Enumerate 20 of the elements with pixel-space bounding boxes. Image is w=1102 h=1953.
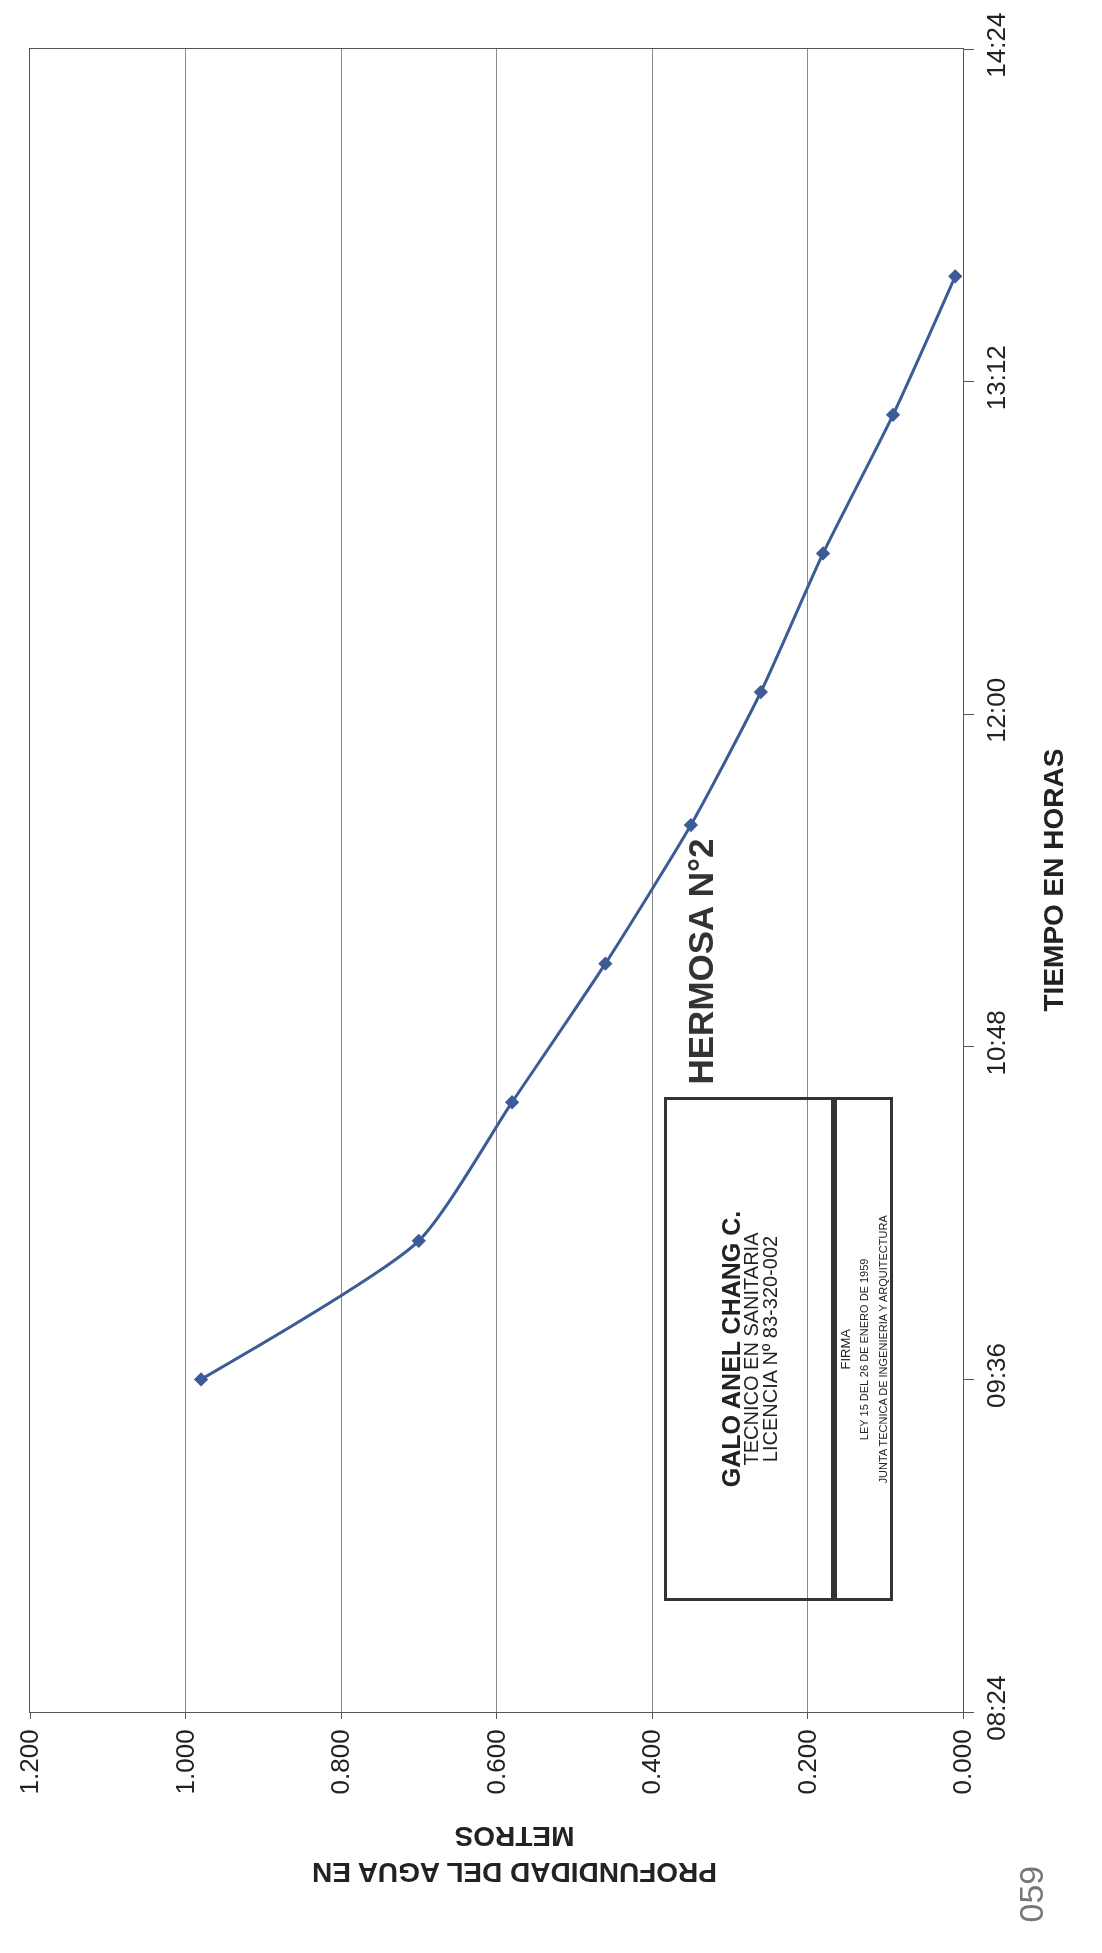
- x-tick-label: 0.000: [947, 1729, 978, 1795]
- y-tick-label: 10:48: [981, 1010, 1012, 1076]
- x-tick-label: 0.800: [325, 1729, 356, 1795]
- x-tick-label: 1.000: [169, 1729, 200, 1795]
- annotation: FIRMA: [838, 1328, 854, 1370]
- annotation: JUNTA TECNICA DE INGENIERIA Y ARQUITECTURA: [876, 1214, 889, 1484]
- y-tick-label: 13:12: [981, 345, 1012, 411]
- x-tick-label: 1.200: [14, 1729, 45, 1795]
- x-tick-label: 0.400: [636, 1729, 667, 1795]
- text: 059: [1011, 1865, 1050, 1923]
- x-tick-label: 0.600: [480, 1729, 511, 1795]
- y-tick-label: 14:24: [981, 12, 1012, 78]
- y-tick-label: 12:00: [981, 677, 1012, 743]
- text: HERMOSA N°2: [680, 838, 720, 1085]
- x-axis-title: PROFUNDIDAD DEL AGUA EN METROS: [312, 1820, 717, 1888]
- y-tick-label: 08:24: [981, 1675, 1012, 1741]
- annotation: LEY 15 DEL 26 DE ENERO DE 1959: [858, 1258, 871, 1441]
- y-tick-label: 09:36: [981, 1342, 1012, 1409]
- x-tick-label: 0.200: [791, 1729, 822, 1795]
- y-axis-title: TIEMPO EN HORAS: [1037, 748, 1069, 1012]
